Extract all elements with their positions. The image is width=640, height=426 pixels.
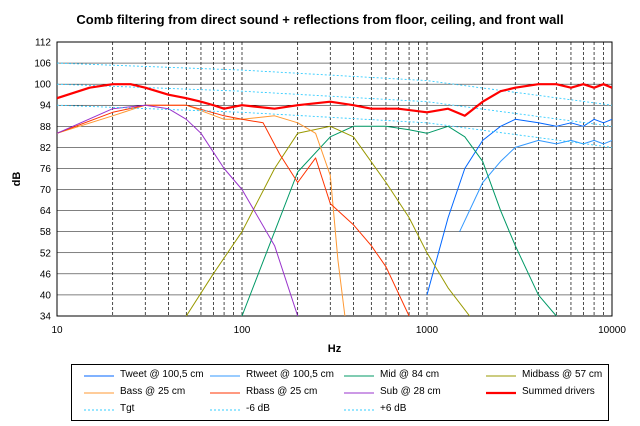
legend-swatch-6 bbox=[344, 392, 374, 394]
legend-swatch-1 bbox=[210, 375, 240, 377]
series-line-10 bbox=[57, 62, 612, 106]
x-tick-label-0: 10 bbox=[51, 325, 63, 336]
y-tick-label-7: 76 bbox=[40, 164, 52, 175]
legend-swatch-0 bbox=[84, 375, 114, 377]
y-tick-label-11: 100 bbox=[34, 80, 51, 91]
series-group bbox=[57, 62, 612, 316]
chart-title: Comb filtering from direct sound + refle… bbox=[76, 12, 564, 27]
y-axis-label: dB bbox=[11, 172, 23, 187]
series-line-5 bbox=[57, 104, 410, 316]
series-line-4 bbox=[57, 104, 346, 316]
legend-swatch-5 bbox=[210, 392, 240, 394]
legend-swatch-3 bbox=[486, 375, 516, 377]
legend-swatch-10 bbox=[344, 409, 374, 411]
y-tick-label-6: 70 bbox=[40, 185, 52, 196]
y-tick-label-10: 94 bbox=[40, 101, 52, 112]
legend-label-1: Rtweet @ 100,5 cm bbox=[246, 369, 334, 380]
series-line-2 bbox=[241, 125, 557, 316]
x-tick-label-1: 100 bbox=[234, 325, 251, 336]
series-line-8 bbox=[57, 83, 612, 127]
y-tick-label-12: 106 bbox=[34, 59, 51, 70]
x-tick-label-3: 10000 bbox=[598, 325, 626, 336]
legend-swatch-9 bbox=[210, 409, 240, 411]
legend-label-8: Tgt bbox=[120, 403, 135, 414]
legend-swatch-2 bbox=[344, 375, 374, 377]
y-tick-label-8: 82 bbox=[40, 143, 52, 154]
series-line-0 bbox=[426, 118, 612, 296]
legend-label-7: Summed drivers bbox=[522, 386, 595, 397]
legend-swatch-7 bbox=[486, 391, 516, 395]
series-line-9 bbox=[57, 104, 612, 148]
legend-label-6: Sub @ 28 cm bbox=[380, 386, 441, 397]
series-line-6 bbox=[57, 104, 299, 316]
y-tick-label-9: 88 bbox=[40, 122, 52, 133]
series-line-3 bbox=[185, 125, 470, 316]
legend-swatch-4 bbox=[84, 392, 114, 394]
legend-swatch-8 bbox=[84, 409, 114, 411]
y-tick-label-1: 40 bbox=[40, 290, 52, 301]
y-tick-label-13: 112 bbox=[35, 38, 51, 49]
y-tick-label-0: 34 bbox=[40, 312, 52, 323]
x-axis-label: Hz bbox=[328, 343, 342, 355]
y-tick-label-2: 46 bbox=[40, 269, 52, 280]
legend-label-2: Mid @ 84 cm bbox=[380, 369, 440, 380]
legend-label-9: -6 dB bbox=[246, 403, 270, 414]
series-line-1 bbox=[459, 139, 612, 232]
legend-label-10: +6 dB bbox=[380, 403, 407, 414]
y-tick-label-5: 64 bbox=[40, 206, 52, 217]
legend: Tweet @ 100,5 cm Rtweet @ 100,5 cm Mid @ 8… bbox=[71, 364, 609, 421]
x-tick-label-2: 1000 bbox=[416, 325, 439, 336]
legend-label-0: Tweet @ 100,5 cm bbox=[120, 369, 204, 380]
series-line-7 bbox=[57, 83, 612, 117]
legend-label-3: Midbass @ 57 cm bbox=[522, 369, 603, 380]
y-tick-label-3: 52 bbox=[40, 248, 52, 259]
legend-label-5: Rbass @ 25 cm bbox=[246, 386, 318, 397]
legend-label-4: Bass @ 25 cm bbox=[120, 386, 186, 397]
y-tick-label-4: 58 bbox=[40, 227, 52, 238]
